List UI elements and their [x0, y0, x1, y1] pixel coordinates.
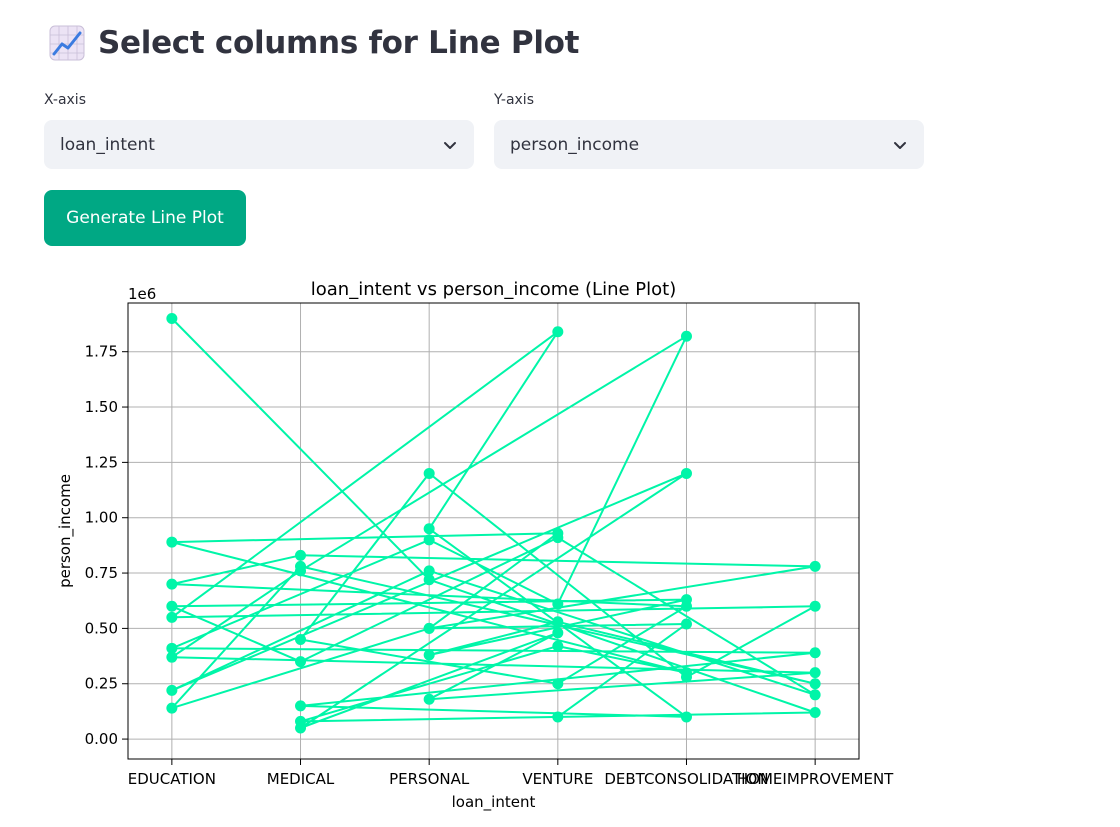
- data-point: [423, 565, 435, 577]
- y-tick-label: 0.25: [85, 675, 118, 693]
- data-point: [680, 711, 692, 723]
- data-point: [423, 622, 435, 634]
- data-point: [295, 656, 307, 668]
- generate-line-plot-button[interactable]: Generate Line Plot: [44, 190, 246, 246]
- y-axis-select[interactable]: person_income: [494, 120, 924, 169]
- chevron-down-icon: [894, 141, 906, 149]
- chart-svg: EDUCATION MEDICAL PERSONAL VENTURE DEBTCONSO…: [56, 279, 894, 812]
- y-axis-label: Y-axis: [494, 92, 534, 108]
- data-point: [809, 707, 821, 719]
- x-axis-select-value: loan_intent: [60, 134, 155, 155]
- chevron-down-icon: [444, 141, 456, 149]
- series-line: [170, 317, 817, 729]
- data-point: [295, 549, 307, 561]
- x-axis-title: loan_intent: [452, 793, 536, 812]
- x-tick-label: VENTURE: [522, 770, 593, 788]
- data-point: [552, 640, 564, 652]
- data-point: [552, 678, 564, 690]
- data-point: [552, 616, 564, 628]
- chart-increasing-icon: [49, 25, 85, 61]
- data-point: [295, 722, 307, 734]
- page-title: Select columns for Line Plot: [98, 25, 580, 61]
- y-axis-title: person_income: [56, 474, 75, 588]
- page-header: Select columns for Line Plot: [48, 24, 579, 62]
- x-tick-label: PERSONAL: [389, 770, 470, 788]
- data-point: [809, 600, 821, 612]
- data-point: [423, 693, 435, 705]
- y-scale-label: 1e6: [128, 285, 156, 303]
- data-point: [680, 594, 692, 606]
- data-point: [809, 689, 821, 701]
- y-tick-label: 0.75: [85, 564, 118, 582]
- data-point: [809, 678, 821, 690]
- data-point: [809, 667, 821, 679]
- data-point: [295, 560, 307, 572]
- data-point: [809, 560, 821, 572]
- y-tick-label: 0.00: [85, 730, 118, 748]
- plot-frame: [127, 302, 860, 760]
- y-tick-label: 1.75: [85, 343, 118, 361]
- x-tick-label: EDUCATION: [128, 770, 216, 788]
- y-tick-label: 1.00: [85, 509, 118, 527]
- data-point: [423, 574, 435, 586]
- y-axis-select-value: person_income: [510, 134, 640, 155]
- data-point: [166, 312, 178, 324]
- x-axis-label: X-axis: [44, 92, 86, 108]
- chart-title: loan_intent vs person_income (Line Plot): [311, 279, 676, 300]
- data-point: [166, 578, 178, 590]
- data-point: [423, 523, 435, 535]
- data-point: [680, 467, 692, 479]
- data-point: [552, 711, 564, 723]
- data-point: [166, 702, 178, 714]
- x-tick-label: MEDICAL: [267, 770, 335, 788]
- data-point: [680, 671, 692, 683]
- x-tick-label: HOMEIMPROVEMENT: [737, 770, 894, 788]
- data-point: [552, 627, 564, 639]
- line-chart: EDUCATION MEDICAL PERSONAL VENTURE DEBTCONSO…: [40, 262, 940, 822]
- data-point: [552, 532, 564, 544]
- y-tick-label: 1.50: [85, 398, 118, 416]
- data-point: [166, 536, 178, 548]
- data-point: [166, 642, 178, 654]
- data-point: [295, 633, 307, 645]
- data-point: [680, 618, 692, 630]
- data-point: [680, 330, 692, 342]
- data-point: [423, 649, 435, 661]
- data-point: [423, 534, 435, 546]
- data-point: [552, 326, 564, 338]
- data-point: [809, 647, 821, 659]
- data-point: [295, 700, 307, 712]
- y-tick-label: 1.25: [85, 453, 118, 471]
- data-point: [166, 611, 178, 623]
- data-point: [166, 600, 178, 612]
- data-point: [166, 684, 178, 696]
- data-point: [423, 467, 435, 479]
- y-tick-label: 0.50: [85, 619, 118, 637]
- data-point: [552, 598, 564, 610]
- x-axis-select[interactable]: loan_intent: [44, 120, 474, 169]
- x-tick-label: DEBTCONSOLIDATION: [604, 770, 768, 788]
- data-point: [166, 651, 178, 663]
